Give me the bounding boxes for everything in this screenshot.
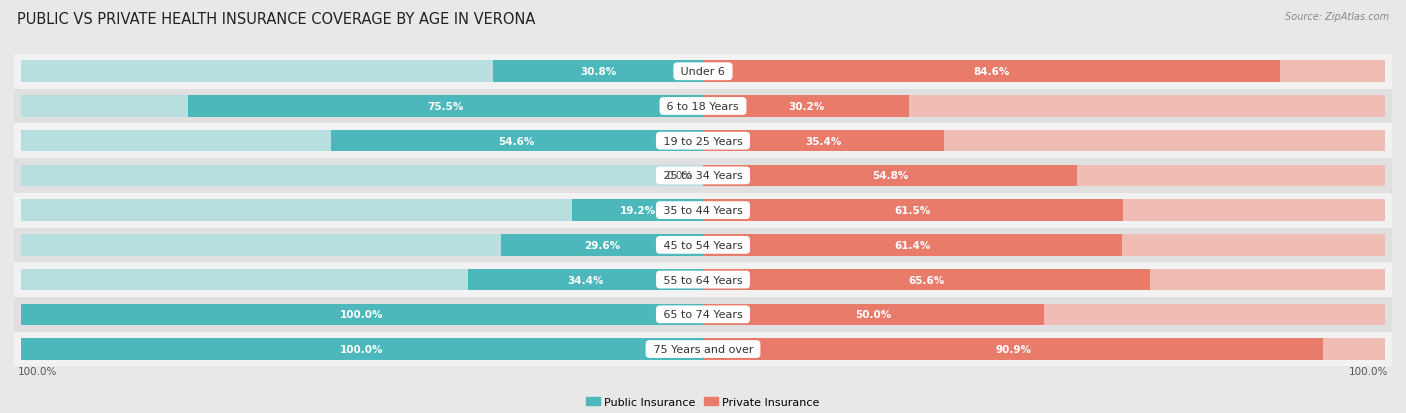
Text: 50.0%: 50.0%: [855, 310, 891, 320]
Bar: [21, 338, 703, 360]
Text: 35 to 44 Years: 35 to 44 Years: [659, 206, 747, 216]
Text: 30.8%: 30.8%: [579, 67, 616, 77]
Text: 84.6%: 84.6%: [973, 67, 1010, 77]
Text: 100.0%: 100.0%: [17, 366, 56, 376]
Bar: [21, 235, 703, 256]
Bar: [7, 124, 1399, 159]
Text: 90.9%: 90.9%: [995, 344, 1031, 354]
Text: 6 to 18 Years: 6 to 18 Years: [664, 102, 742, 112]
Text: Source: ZipAtlas.com: Source: ZipAtlas.com: [1285, 12, 1389, 22]
Bar: [7, 55, 1399, 89]
Bar: [21, 200, 703, 221]
Text: 100.0%: 100.0%: [1350, 366, 1389, 376]
Bar: [7, 89, 1399, 124]
Bar: [21, 96, 703, 117]
Bar: [703, 304, 1045, 325]
Bar: [703, 338, 1385, 360]
Text: 29.6%: 29.6%: [583, 240, 620, 250]
Bar: [7, 193, 1399, 228]
Bar: [703, 96, 910, 117]
Text: 65.6%: 65.6%: [908, 275, 945, 285]
Bar: [703, 62, 1279, 83]
Text: 35.4%: 35.4%: [806, 136, 842, 146]
Bar: [7, 228, 1399, 263]
Text: 75.5%: 75.5%: [427, 102, 464, 112]
Bar: [7, 332, 1399, 366]
Text: 54.8%: 54.8%: [872, 171, 908, 181]
Bar: [21, 304, 703, 325]
Bar: [21, 269, 703, 291]
Text: 65 to 74 Years: 65 to 74 Years: [659, 310, 747, 320]
Text: 100.0%: 100.0%: [340, 344, 384, 354]
Bar: [703, 131, 1385, 152]
Legend: Public Insurance, Private Insurance: Public Insurance, Private Insurance: [582, 392, 824, 411]
Text: 54.6%: 54.6%: [499, 136, 534, 146]
Bar: [703, 165, 1385, 187]
Bar: [703, 304, 1385, 325]
Bar: [21, 338, 703, 360]
Bar: [494, 62, 703, 83]
Bar: [468, 269, 703, 291]
Text: 25 to 34 Years: 25 to 34 Years: [659, 171, 747, 181]
Bar: [572, 200, 703, 221]
Text: 19.2%: 19.2%: [620, 206, 655, 216]
Text: PUBLIC VS PRIVATE HEALTH INSURANCE COVERAGE BY AGE IN VERONA: PUBLIC VS PRIVATE HEALTH INSURANCE COVER…: [17, 12, 536, 27]
Text: 0.0%: 0.0%: [666, 171, 693, 181]
Text: 75 Years and over: 75 Years and over: [650, 344, 756, 354]
Bar: [703, 131, 945, 152]
Bar: [703, 338, 1323, 360]
Bar: [21, 131, 703, 152]
Bar: [7, 159, 1399, 193]
Bar: [501, 235, 703, 256]
Text: 45 to 54 Years: 45 to 54 Years: [659, 240, 747, 250]
Bar: [703, 235, 1122, 256]
Text: 34.4%: 34.4%: [568, 275, 605, 285]
Bar: [703, 96, 1385, 117]
Text: 100.0%: 100.0%: [340, 310, 384, 320]
Text: 55 to 64 Years: 55 to 64 Years: [659, 275, 747, 285]
Bar: [703, 235, 1385, 256]
Bar: [703, 165, 1077, 187]
Bar: [703, 269, 1385, 291]
Bar: [21, 62, 703, 83]
Bar: [21, 165, 703, 187]
Bar: [7, 263, 1399, 297]
Bar: [703, 269, 1150, 291]
Bar: [703, 200, 1122, 221]
Bar: [188, 96, 703, 117]
Text: 61.4%: 61.4%: [894, 240, 931, 250]
Bar: [21, 304, 703, 325]
Text: 61.5%: 61.5%: [894, 206, 931, 216]
Bar: [703, 62, 1385, 83]
Bar: [7, 297, 1399, 332]
Text: Under 6: Under 6: [678, 67, 728, 77]
Text: 19 to 25 Years: 19 to 25 Years: [659, 136, 747, 146]
Bar: [330, 131, 703, 152]
Text: 30.2%: 30.2%: [787, 102, 824, 112]
Bar: [703, 200, 1385, 221]
